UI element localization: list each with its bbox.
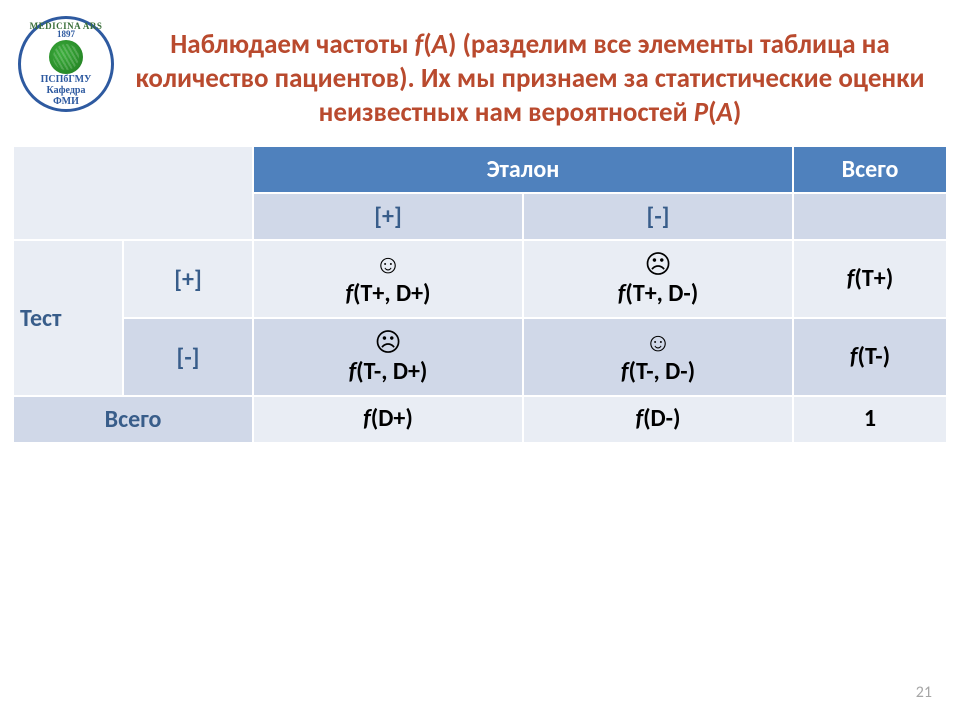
title-f: f	[415, 28, 424, 61]
col-total-sub	[793, 193, 947, 240]
title-A: A	[432, 28, 448, 61]
table-row: [-] ☹ f(T-, D+) ☺ f(T-, D-) f(T-)	[13, 318, 947, 396]
f-label: f	[850, 342, 858, 371]
title-paren2: (	[708, 96, 716, 129]
f-label: f	[363, 404, 371, 433]
f-args: (T+, D-)	[625, 279, 698, 308]
logo-univ: ПСПбГМУ	[41, 75, 92, 85]
smile-icon: ☺	[530, 327, 786, 358]
col-minus: [-]	[523, 193, 793, 240]
header-etalon: Эталон	[253, 146, 793, 193]
corner-cell	[13, 146, 253, 240]
slide: MEDICINA ARS 1897 ПСПбГМУ Кафедра ФМИ На…	[0, 0, 960, 720]
cell-tp-total: f(T+)	[793, 240, 947, 318]
cell-tp-dp: ☺ f(T+, D+)	[253, 240, 523, 318]
f-args: (T-, D-)	[628, 357, 695, 386]
col-plus: [+]	[253, 193, 523, 240]
f-args: (D+)	[371, 404, 413, 433]
f-args: (D-)	[643, 404, 680, 433]
f-args: (T+)	[854, 264, 893, 293]
row-total-label: Всего	[13, 396, 253, 443]
cell-total-dp: f(D+)	[253, 396, 523, 443]
title-paren1: (	[423, 28, 431, 61]
cell-grand-total: 1	[793, 396, 947, 443]
title-text-1: Наблюдаем частоты	[170, 28, 414, 61]
header-total: Всего	[793, 146, 947, 193]
cell-tm-total: f(T-)	[793, 318, 947, 396]
university-logo: MEDICINA ARS 1897 ПСПбГМУ Кафедра ФМИ	[18, 16, 114, 112]
frown-icon: ☹	[530, 249, 786, 280]
cell-total-dm: f(D-)	[523, 396, 793, 443]
title-P: P	[694, 96, 708, 129]
f-args: (T+, D+)	[353, 279, 430, 308]
f-label: f	[635, 404, 643, 433]
page-number: 21	[916, 683, 932, 702]
title-A2: A	[717, 96, 733, 129]
table-row: Всего f(D+) f(D-) 1	[13, 396, 947, 443]
f-args: (T-, D+)	[356, 357, 427, 386]
cell-tm-dm: ☺ f(T-, D-)	[523, 318, 793, 396]
logo-dept-2: ФМИ	[53, 96, 79, 107]
table-row: Тест [+] ☺ f(T+, D+) ☹ f(T+, D-) f(T+)	[13, 240, 947, 318]
contingency-table: Эталон Всего [+] [-] Тест [+] ☺ f(T+, D+…	[12, 145, 948, 444]
logo-year: 1897	[57, 29, 75, 39]
globe-icon	[49, 40, 83, 74]
f-label: f	[345, 279, 353, 308]
row-minus: [-]	[123, 318, 253, 396]
row-plus: [+]	[123, 240, 253, 318]
slide-title: Наблюдаем частоты f(A) (разделим все эле…	[132, 20, 928, 129]
row-test-label: Тест	[13, 240, 123, 396]
frown-icon: ☹	[260, 327, 516, 358]
f-args: (T-)	[858, 342, 891, 371]
table-row: Эталон Всего	[13, 146, 947, 193]
logo-dept-1: Кафедра	[47, 85, 86, 96]
cell-tm-dp: ☹ f(T-, D+)	[253, 318, 523, 396]
title-close: )	[733, 96, 741, 129]
cell-tp-dm: ☹ f(T+, D-)	[523, 240, 793, 318]
smile-icon: ☺	[260, 249, 516, 280]
